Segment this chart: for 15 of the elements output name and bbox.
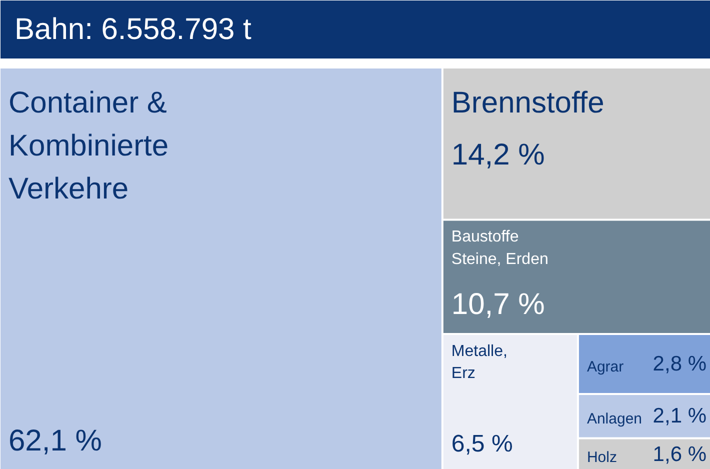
data-label: 1,6 % bbox=[652, 442, 707, 466]
category-label: Container & Kombinierte Verkehre bbox=[8, 86, 169, 206]
category-label: Agrar bbox=[586, 358, 624, 376]
category-label: Brennstoffe bbox=[451, 86, 604, 120]
category-label: Holz bbox=[586, 448, 617, 466]
data-label: 10,7 % bbox=[451, 288, 545, 322]
category-label: Baustoffe Steine, Erden bbox=[451, 228, 548, 268]
data-label: 2,8 % bbox=[652, 352, 707, 376]
category-label: Anlagen bbox=[586, 410, 642, 428]
data-label: 62,1 % bbox=[8, 424, 102, 458]
data-label: 14,2 % bbox=[451, 138, 545, 172]
data-label: 6,5 % bbox=[451, 430, 513, 458]
text: Bahn: 6.558.793 t bbox=[14, 13, 252, 46]
data-label: 2,1 % bbox=[652, 404, 707, 428]
category-label: Metalle, Erz bbox=[451, 343, 508, 382]
